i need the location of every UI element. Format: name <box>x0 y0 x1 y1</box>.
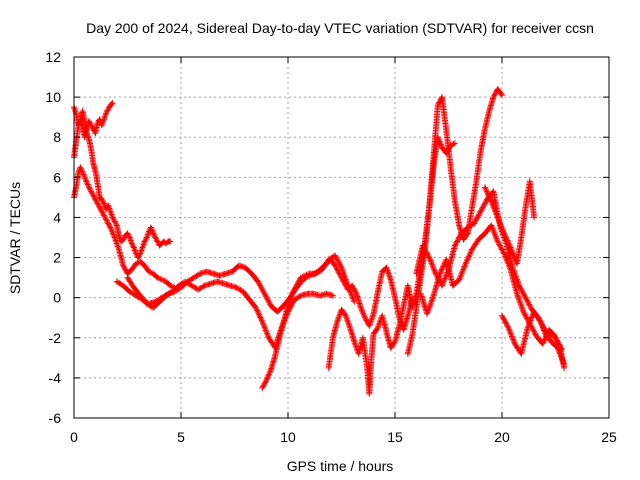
data-series <box>71 86 568 397</box>
data-points <box>499 308 568 371</box>
y-tick-label: 2 <box>53 250 61 266</box>
x-tick-label: 0 <box>70 429 78 445</box>
x-tick-label: 15 <box>387 429 403 445</box>
x-tick-label: 10 <box>280 429 296 445</box>
series-arc-11 <box>499 308 568 371</box>
x-tick-label: 5 <box>177 429 185 445</box>
y-tick-label: 12 <box>45 49 61 65</box>
axis-ticks: 0 5 10 15 20 25 -6 -4 -2 0 2 4 6 8 10 12 <box>45 49 617 445</box>
y-tick-label: 0 <box>53 290 61 306</box>
y-tick-label: 6 <box>53 169 61 185</box>
y-tick-label: 8 <box>53 129 61 145</box>
x-axis-label: GPS time / hours <box>287 458 394 474</box>
y-tick-label: 10 <box>45 89 61 105</box>
x-tick-label: 20 <box>494 429 510 445</box>
series-arc-8 <box>404 86 505 357</box>
y-tick-label: 4 <box>53 209 61 225</box>
y-tick-label: -2 <box>49 330 62 346</box>
plot-frame <box>73 56 610 419</box>
data-points <box>481 178 538 267</box>
y-axis-label: SDTVAR / TECUs <box>7 182 23 294</box>
data-points <box>404 86 505 357</box>
data-points <box>417 222 565 353</box>
y-tick-label: -6 <box>49 410 62 426</box>
series-arc-10 <box>417 222 565 353</box>
y-tick-label: -4 <box>49 370 62 386</box>
series-arc-12 <box>481 178 538 267</box>
chart-title: Day 200 of 2024, Sidereal Day-to-day VTE… <box>86 20 594 36</box>
x-tick-label: 25 <box>601 429 617 445</box>
